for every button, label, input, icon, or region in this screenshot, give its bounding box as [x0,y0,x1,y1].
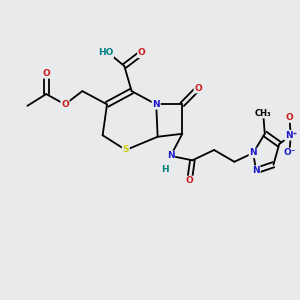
Text: O: O [286,113,293,122]
Text: HO: HO [98,48,113,57]
Text: N⁺: N⁺ [285,131,297,140]
Text: O: O [138,48,146,57]
Text: N: N [252,166,260,175]
Text: N: N [249,148,257,158]
Text: O: O [42,69,50,78]
Text: O: O [61,100,69,109]
Text: CH₃: CH₃ [255,109,272,118]
Text: O: O [186,176,194,185]
Text: N: N [167,152,175,160]
Text: H: H [161,165,169,174]
Text: N: N [152,100,160,109]
Text: O⁻: O⁻ [283,148,296,158]
Text: S: S [123,146,129,154]
Text: O: O [194,84,202,93]
